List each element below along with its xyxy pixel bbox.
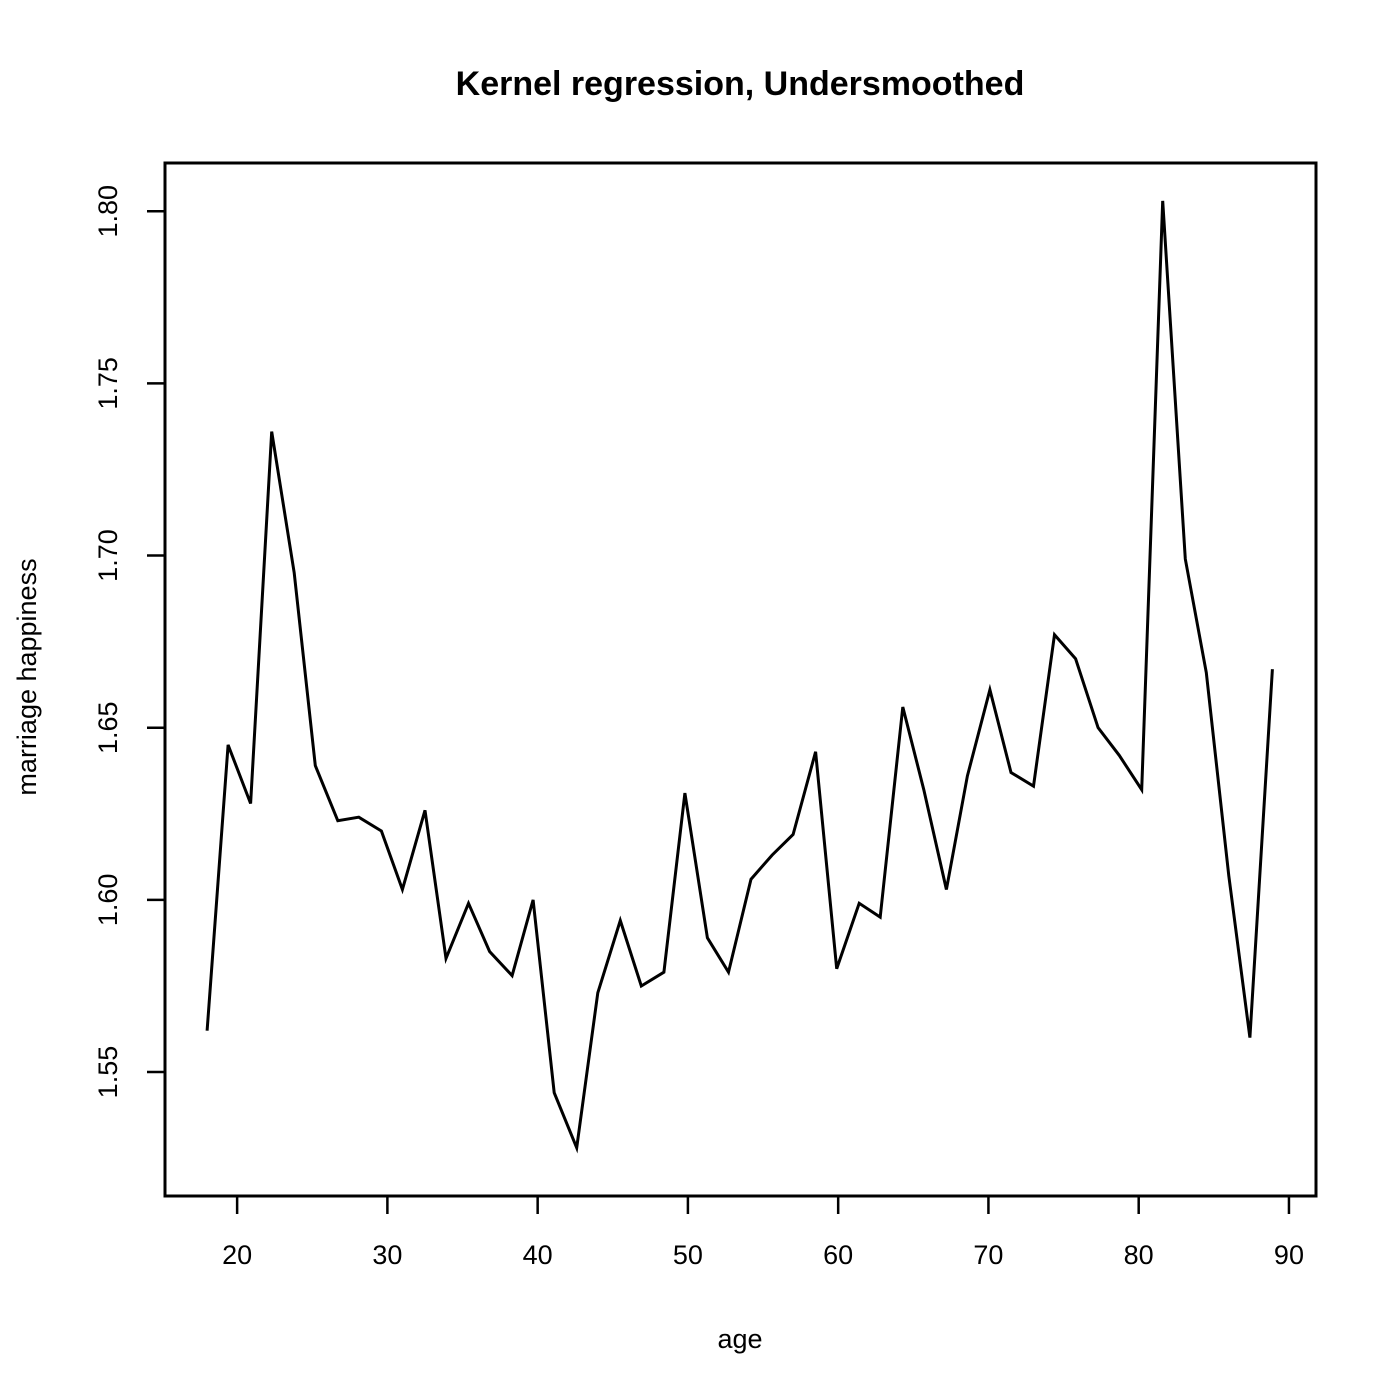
x-tick-label: 90 xyxy=(1274,1240,1304,1270)
y-axis: 1.55 1.60 1.65 1.70 1.75 1.80 xyxy=(93,185,167,1099)
x-axis-label: age xyxy=(717,1324,762,1354)
y-tick-label: 1.70 xyxy=(93,529,123,582)
x-tick-label: 40 xyxy=(523,1240,553,1270)
y-axis-label: marriage happiness xyxy=(12,558,42,795)
x-tick-label: 60 xyxy=(823,1240,853,1270)
x-axis: 20 30 40 50 60 70 80 90 xyxy=(222,1194,1304,1270)
chart-title: Kernel regression, Undersmoothed xyxy=(456,65,1025,103)
y-tick-label: 1.80 xyxy=(93,185,123,238)
x-tick-label: 50 xyxy=(673,1240,703,1270)
x-tick-label: 70 xyxy=(973,1240,1003,1270)
x-tick-label: 30 xyxy=(372,1240,402,1270)
y-tick-label: 1.75 xyxy=(93,357,123,410)
series-layer xyxy=(205,200,1274,1154)
y-tick-label: 1.55 xyxy=(93,1046,123,1099)
series-line xyxy=(205,200,1274,1154)
x-tick-label: 20 xyxy=(222,1240,252,1270)
plot-frame xyxy=(163,161,1318,1198)
y-tick-label: 1.65 xyxy=(93,701,123,754)
x-tick-label: 80 xyxy=(1124,1240,1154,1270)
y-tick-label: 1.60 xyxy=(93,874,123,927)
